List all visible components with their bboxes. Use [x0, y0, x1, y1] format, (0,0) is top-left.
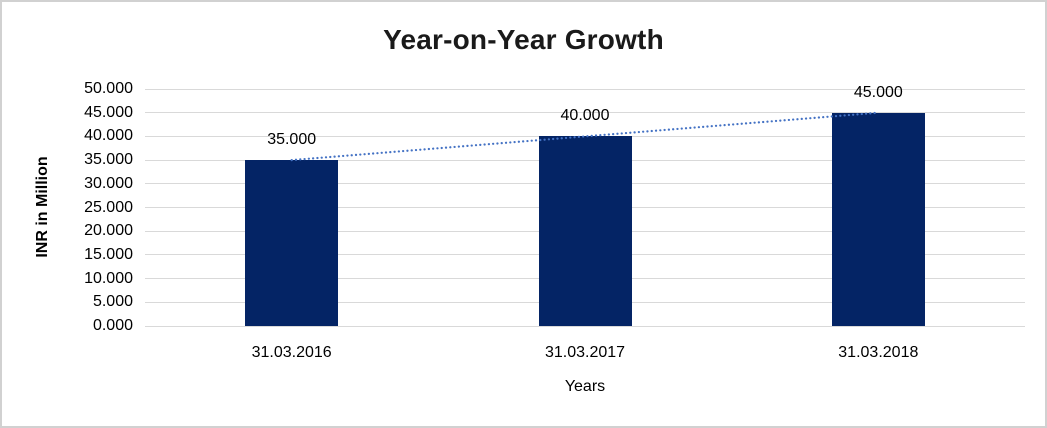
- x-axis-tick-label: 31.03.2017: [544, 344, 626, 361]
- y-axis-tick-label: 10.000: [84, 269, 133, 287]
- bar-31.03.2018: [831, 112, 925, 326]
- y-axis-tick-label: 45.000: [84, 103, 133, 121]
- chart-title: Year-on-Year Growth: [383, 24, 664, 55]
- gridline: [145, 88, 1025, 90]
- x-axis-tick-label: 31.03.2018: [838, 344, 919, 361]
- y-axis-tick-label: 15.000: [84, 245, 133, 263]
- bar-31.03.2016: [245, 160, 339, 326]
- bar-value-label: 40.000: [560, 107, 610, 125]
- bar-value-label: 45.000: [853, 83, 903, 101]
- y-axis-tick-label: 0.000: [92, 317, 133, 334]
- y-axis-tick-label: 20.000: [84, 222, 133, 240]
- y-axis-tick-label: 25.000: [84, 198, 133, 216]
- y-axis-tick-label: 40.000: [84, 127, 133, 145]
- y-axis-tick-label: 35.000: [84, 151, 133, 169]
- y-axis-tick-label: 30.000: [84, 174, 133, 192]
- bar-31.03.2017: [538, 136, 632, 326]
- plot-area: 35.000 40.000 45.000: [145, 84, 1025, 327]
- bar-value-label: 35.000: [267, 131, 317, 149]
- y-axis-tick-label: 5.000: [92, 293, 133, 311]
- gridline: [145, 325, 1025, 327]
- y-axis-tick-label: 50.000: [84, 80, 133, 97]
- x-axis-tick-label: 31.03.2016: [251, 344, 332, 361]
- x-axis-title: Years: [564, 378, 606, 395]
